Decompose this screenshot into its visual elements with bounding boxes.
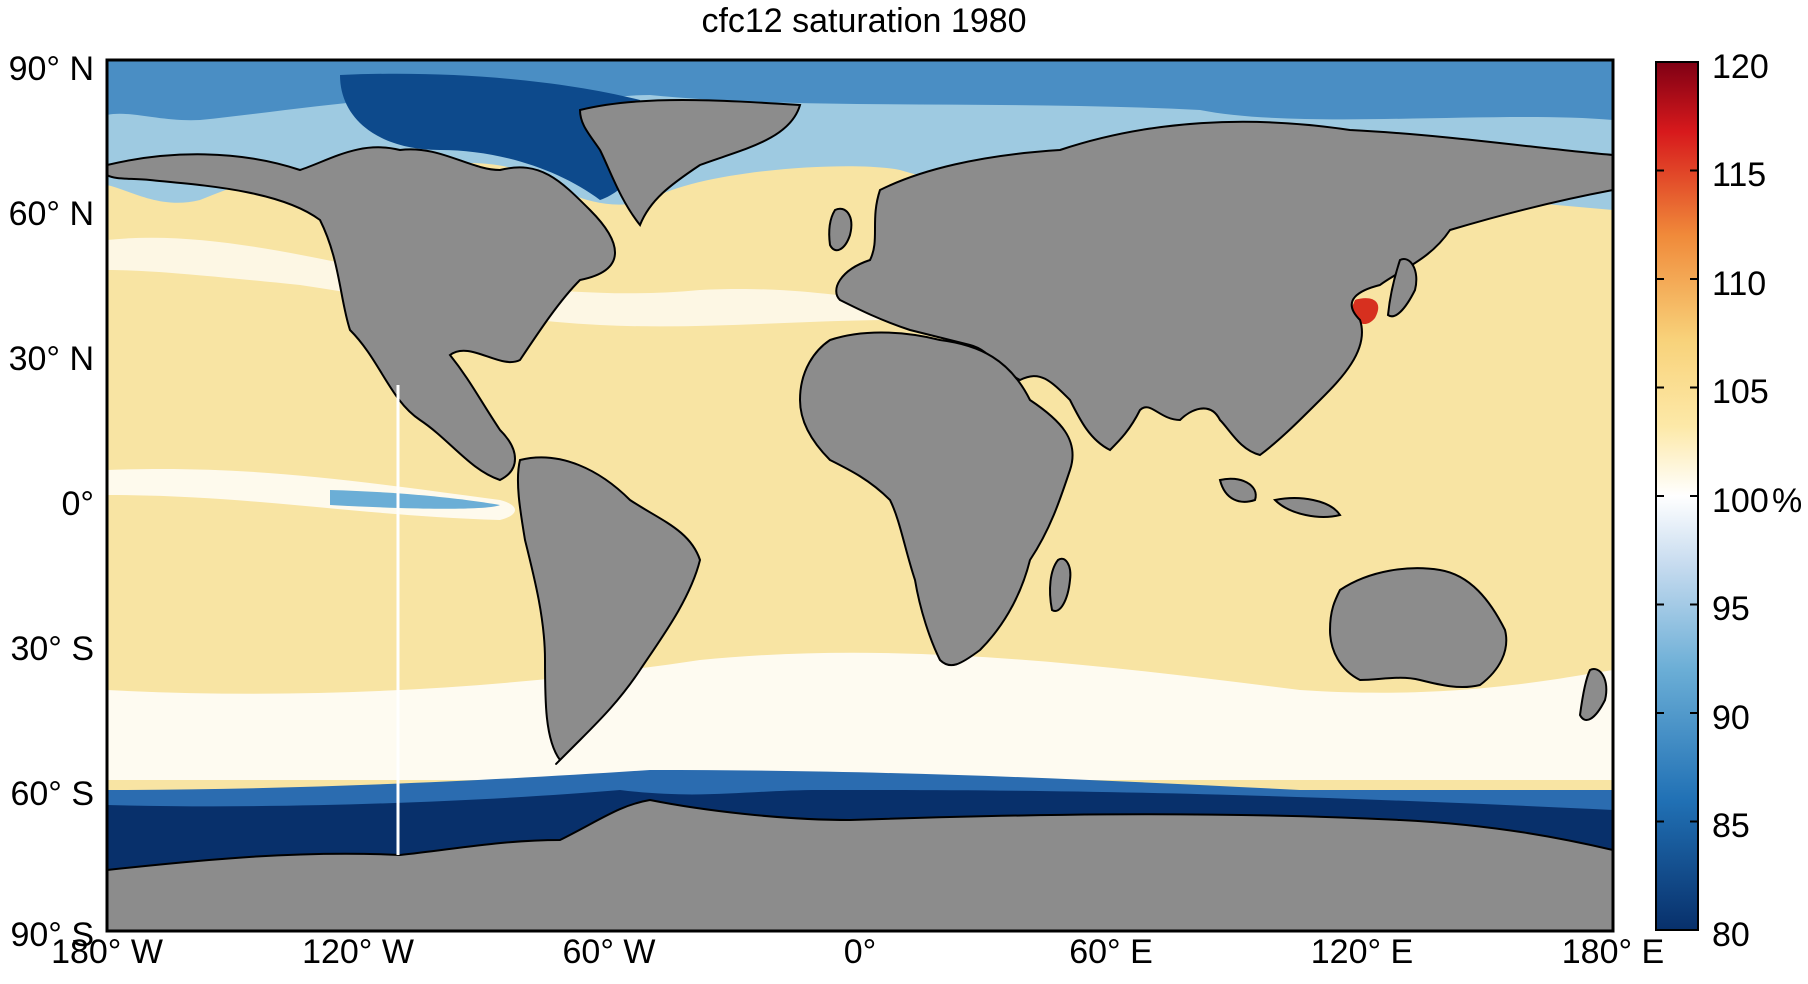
colorbar-label-90: 90: [1712, 699, 1750, 737]
lon-tick-120w: 120° W: [302, 933, 414, 971]
map-field: [107, 60, 1613, 931]
colorbar-label-95: 95: [1712, 590, 1750, 628]
arctic-deep-field: [107, 60, 1613, 121]
new-guinea: [1272, 497, 1342, 518]
lat-tick-90n: 90° N: [8, 50, 94, 88]
north-white-band: [107, 237, 900, 327]
colorbar-label-85: 85: [1712, 807, 1750, 845]
greenland: [578, 99, 802, 227]
japan: [1386, 258, 1418, 318]
equator-blue-tongue: [330, 490, 500, 509]
british-isles: [828, 207, 853, 252]
colorbar-ticks: [1656, 61, 1698, 931]
lat-tick-0: 0°: [61, 485, 94, 523]
australia: [1328, 567, 1508, 689]
lon-tick-60e: 60° E: [1069, 933, 1153, 971]
madagascar: [1049, 557, 1072, 612]
north-america: [107, 146, 616, 482]
colorbar-label-110: 110: [1712, 265, 1767, 303]
colorbar-label-115: 115: [1712, 156, 1767, 194]
south-america: [516, 456, 702, 765]
colorbar-label-100: 100: [1712, 482, 1769, 520]
map-title: cfc12 saturation 1980: [701, 2, 1027, 40]
lon-tick-180e: 180° E: [1561, 933, 1665, 971]
colorbar-label-120: 120: [1712, 48, 1769, 86]
colorbar-label-80: 80: [1712, 916, 1750, 954]
lat-tick-30n: 30° N: [8, 340, 94, 378]
colorbar-label-105: 105: [1712, 373, 1769, 411]
baffin-field: [340, 73, 647, 200]
lon-tick-120e: 120° E: [1310, 933, 1414, 971]
eurasia: [835, 120, 1613, 457]
lon-tick-60w: 60° W: [562, 933, 656, 971]
south-white-band: [107, 652, 1613, 780]
borneo: [1218, 477, 1257, 503]
lat-tick-90s: 90° S: [10, 916, 94, 954]
africa: [798, 331, 1074, 667]
new-zealand: [1578, 668, 1608, 721]
land-masses: [107, 99, 1613, 931]
lon-tick-180w: 180° W: [51, 933, 163, 971]
lat-tick-60n: 60° N: [8, 195, 94, 233]
colorbar-unit: %: [1772, 482, 1803, 520]
antarctica: [107, 798, 1613, 931]
lat-tick-60s: 60° S: [10, 775, 94, 813]
map-frame: [105, 58, 1615, 933]
lat-tick-30s: 30° S: [10, 630, 94, 668]
lon-tick-0: 0°: [843, 933, 877, 971]
